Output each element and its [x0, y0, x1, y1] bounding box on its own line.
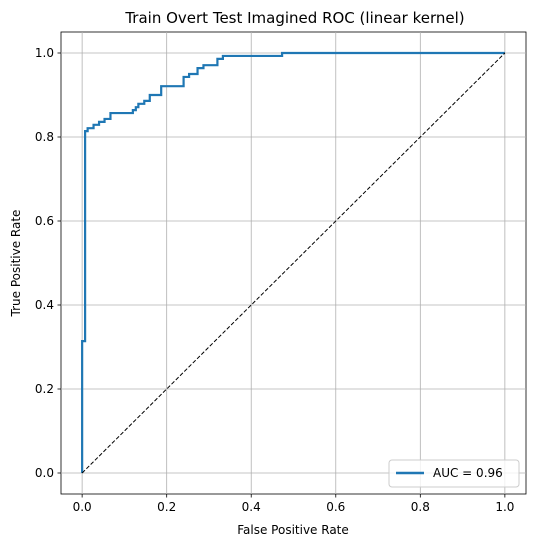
- y-tick-label: 0.4: [35, 298, 54, 312]
- series-layer: [81, 51, 506, 474]
- x-tick-label: 0.8: [411, 500, 430, 514]
- x-tick-label: 0.6: [326, 500, 345, 514]
- y-tick-label: 0.6: [35, 214, 54, 228]
- y-tick-label: 0.8: [35, 130, 54, 144]
- x-tick-label: 1.0: [495, 500, 514, 514]
- y-axis-label: True Positive Rate: [9, 210, 23, 318]
- chart-title: Train Overt Test Imagined ROC (linear ke…: [124, 9, 464, 27]
- x-axis-label: False Positive Rate: [237, 523, 349, 537]
- tick-layer: 0.0 0.2 0.4 0.6 0.8 1.0 0.0 0.2 0.4 0.6 0.8 1.0: [35, 46, 515, 514]
- roc-curve-line: [81, 51, 505, 473]
- legend: AUC = 0.96: [388, 459, 520, 488]
- y-tick-label: 0.0: [35, 466, 54, 480]
- x-tick-label: 0.0: [73, 500, 92, 514]
- y-tick-label: 1.0: [35, 46, 54, 60]
- legend-label: AUC = 0.96: [433, 466, 503, 480]
- x-tick-label: 0.2: [157, 500, 176, 514]
- chance-diagonal-line: [81, 52, 506, 474]
- plot-frame: [60, 31, 527, 495]
- x-tick-label: 0.4: [242, 500, 261, 514]
- legend-box: [388, 459, 520, 488]
- y-tick-label: 0.2: [35, 382, 54, 396]
